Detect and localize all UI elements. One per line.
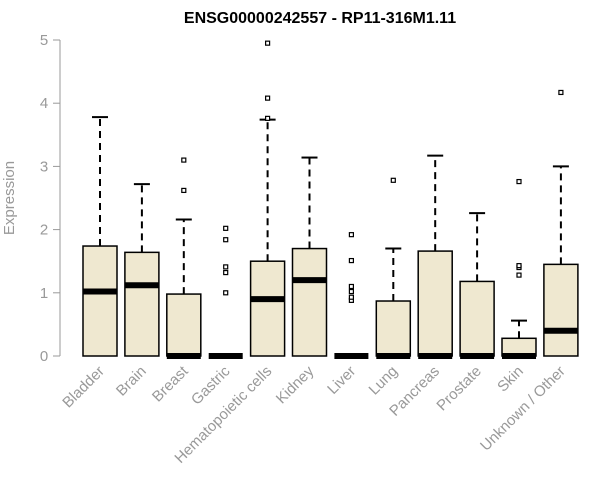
box-group: [82, 116, 118, 357]
outlier-point: [223, 225, 229, 231]
box-group: [375, 177, 412, 359]
y-tick-label: 2: [40, 222, 48, 239]
y-tick-label: 0: [40, 348, 48, 365]
box: [417, 250, 453, 357]
box: [82, 245, 118, 357]
category-label: Skin: [494, 363, 527, 396]
outlier-point: [348, 257, 354, 264]
category-label: Kidney: [273, 362, 318, 407]
category-label: Brain: [113, 363, 150, 400]
box: [124, 251, 160, 357]
outlier-point: [265, 40, 271, 46]
outlier-point: [223, 269, 229, 276]
y-tick-label: 1: [40, 285, 48, 302]
box: [166, 293, 202, 357]
box-group: [459, 212, 495, 359]
box-group: [334, 232, 369, 359]
outlier-point: [558, 89, 564, 96]
box-group: [208, 225, 243, 359]
outlier-point: [223, 237, 229, 243]
box: [459, 280, 495, 357]
outlier-point: [223, 264, 229, 270]
outlier-point: [265, 95, 271, 101]
y-tick-label: 3: [40, 158, 48, 175]
outlier-point: [516, 178, 522, 185]
category-label: Breast: [149, 362, 192, 405]
box-group: [291, 156, 328, 357]
chart-title: ENSG00000242557 - RP11-316M1.11: [184, 10, 456, 27]
outlier-point: [181, 157, 187, 163]
outlier-point: [265, 115, 271, 121]
box-group: [417, 154, 453, 359]
category-label: Liver: [324, 363, 359, 398]
y-axis: 0 1 2 3 4 5: [40, 32, 61, 365]
box-group: [166, 157, 202, 359]
outlier-point: [223, 290, 229, 296]
category-label: Lung: [366, 363, 402, 399]
box-group: [124, 183, 160, 357]
outlier-point: [348, 294, 354, 300]
category-label: Prostate: [433, 363, 485, 415]
box-group: [249, 40, 286, 357]
outlier-point: [516, 263, 522, 269]
box: [543, 263, 579, 357]
box-group: [501, 178, 537, 359]
box-series: [82, 40, 579, 359]
category-label: Bladder: [59, 363, 108, 412]
outlier-point: [516, 272, 522, 278]
y-axis-label: Expression: [1, 161, 18, 235]
outlier-point: [348, 283, 354, 290]
outlier-point: [348, 232, 354, 238]
box: [291, 247, 328, 357]
outlier-point: [181, 187, 187, 194]
y-tick-label: 5: [40, 32, 48, 49]
box-group: [543, 89, 579, 357]
outlier-point: [390, 177, 396, 183]
y-tick-label: 4: [40, 95, 48, 112]
box: [375, 300, 412, 357]
box: [249, 260, 286, 357]
outlier-point: [348, 288, 354, 295]
